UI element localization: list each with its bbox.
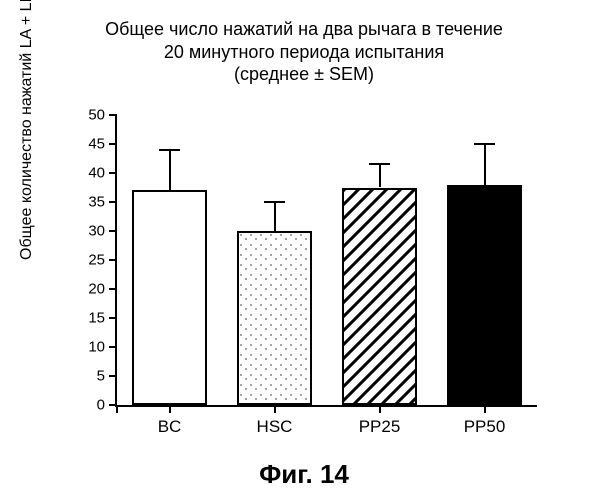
bar: [447, 185, 523, 405]
bar: [132, 190, 208, 405]
error-bar: [379, 164, 381, 187]
y-tick-label: 40: [88, 165, 105, 182]
y-axis-label: Общее количество нажатий LA + LI: [18, 0, 36, 260]
chart-title: Общее число нажатий на два рычага в тече…: [0, 18, 608, 86]
plot-area: 05101520253035404550BCHSCPP25PP50: [115, 115, 537, 407]
title-line-2: 20 минутного периода испытания: [164, 42, 444, 62]
y-tick-label: 15: [88, 310, 105, 327]
y-tick-label: 5: [97, 368, 105, 385]
x-tick: [169, 405, 171, 413]
figure-container: Общее число нажатий на два рычага в тече…: [0, 0, 608, 500]
error-cap: [474, 143, 495, 145]
error-cap: [159, 149, 180, 151]
y-tick: [109, 230, 117, 232]
y-tick: [109, 346, 117, 348]
y-tick: [109, 317, 117, 319]
x-tick-label: BC: [158, 417, 182, 437]
y-tick: [109, 172, 117, 174]
y-tick: [109, 114, 117, 116]
y-tick: [109, 259, 117, 261]
bar: [342, 188, 418, 406]
y-tick: [109, 201, 117, 203]
figure-caption: Фиг. 14: [0, 459, 608, 490]
error-bar: [274, 202, 276, 231]
x-tick-label: PP50: [464, 417, 506, 437]
bar: [237, 231, 313, 405]
x-tick-label: PP25: [359, 417, 401, 437]
x-tick: [379, 405, 381, 413]
y-tick-label: 25: [88, 252, 105, 269]
y-tick-label: 30: [88, 223, 105, 240]
y-tick-label: 50: [88, 107, 105, 124]
y-tick-label: 20: [88, 281, 105, 298]
x-tick: [484, 405, 486, 413]
y-tick-label: 10: [88, 339, 105, 356]
error-cap: [264, 201, 285, 203]
y-tick-label: 35: [88, 194, 105, 211]
x-tick: [116, 405, 118, 413]
y-tick: [109, 143, 117, 145]
y-tick-label: 0: [97, 397, 105, 414]
x-tick-label: HSC: [257, 417, 293, 437]
y-tick: [109, 375, 117, 377]
x-tick: [274, 405, 276, 413]
error-bar: [484, 144, 486, 185]
y-tick-label: 45: [88, 136, 105, 153]
error-cap: [369, 163, 390, 165]
title-line-3: (среднее ± SEM): [234, 64, 374, 84]
y-tick: [109, 288, 117, 290]
title-line-1: Общее число нажатий на два рычага в тече…: [105, 19, 503, 39]
error-bar: [169, 150, 171, 191]
